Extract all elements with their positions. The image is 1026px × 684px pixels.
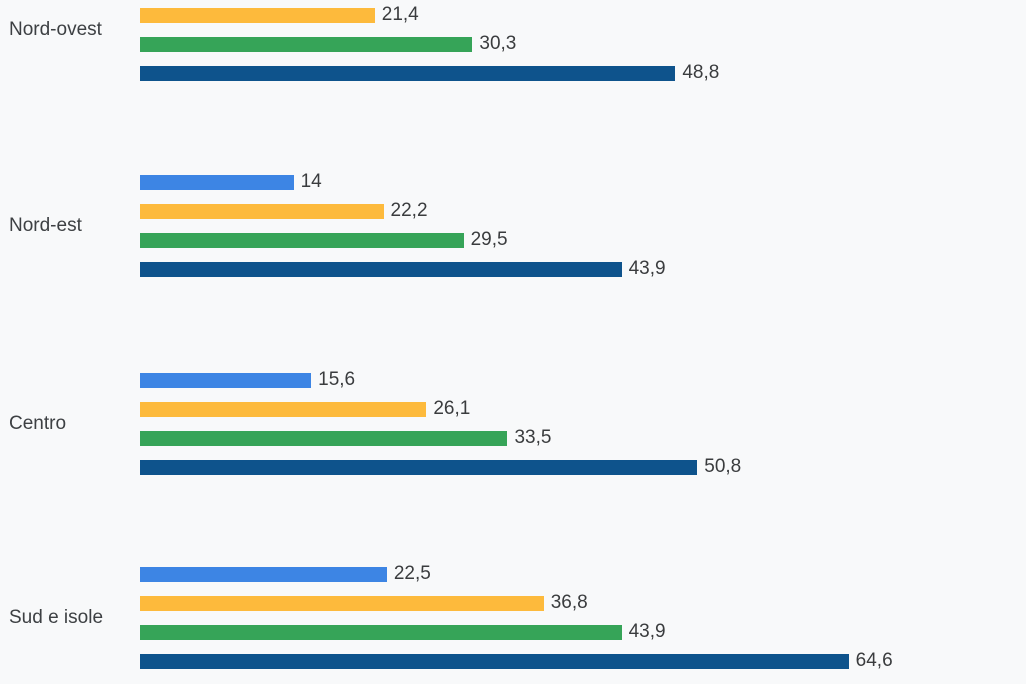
bar-series-yellow — [140, 402, 427, 417]
bar-series-yellow — [140, 204, 384, 219]
category-label: Sud e isole — [9, 606, 104, 628]
bar-series-blue — [140, 175, 294, 190]
bar-value-label: 15,6 — [318, 369, 356, 391]
bar-series-navy — [140, 654, 849, 669]
bar-series-green — [140, 431, 508, 446]
bar-value-label: 14 — [300, 171, 322, 193]
bar-series-navy — [140, 66, 676, 81]
bar-value-label: 33,5 — [514, 427, 552, 449]
bar-series-green — [140, 625, 622, 640]
bar-series-navy — [140, 460, 698, 475]
bar-value-label: 29,5 — [470, 229, 508, 251]
bar-series-navy — [140, 262, 622, 277]
bar-series-yellow — [140, 8, 375, 23]
bar-value-label: 22,2 — [390, 200, 428, 222]
category-label: Nord-est — [9, 214, 82, 236]
bar-value-label: 26,1 — [433, 398, 471, 420]
bar-value-label: 36,8 — [550, 592, 588, 614]
bar-series-yellow — [140, 596, 544, 611]
bar-value-label: 50,8 — [704, 456, 742, 478]
bar-value-label: 30,3 — [479, 33, 517, 55]
bar-value-label: 48,8 — [682, 62, 720, 84]
bar-series-green — [140, 233, 464, 248]
bar-value-label: 21,4 — [381, 4, 419, 26]
bar-value-label: 43,9 — [628, 258, 666, 280]
category-label: Centro — [9, 412, 67, 434]
bar-series-green — [140, 37, 473, 52]
bar-value-label: 64,6 — [855, 650, 893, 672]
bar-series-blue — [140, 373, 312, 388]
bar-value-label: 22,5 — [393, 563, 431, 585]
bar-value-label: 43,9 — [628, 621, 666, 643]
category-label: Nord-ovest — [9, 18, 102, 40]
bar-series-blue — [140, 567, 387, 582]
